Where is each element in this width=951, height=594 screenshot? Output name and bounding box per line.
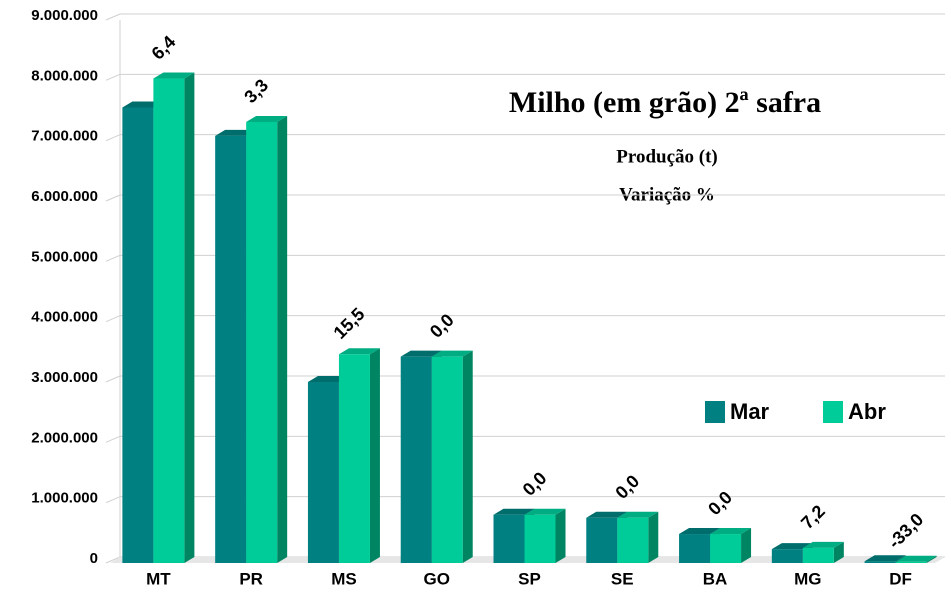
bar-top — [493, 508, 535, 515]
bar-top — [246, 115, 288, 122]
x-tick-label: SP — [518, 569, 541, 588]
bar-top — [400, 350, 442, 357]
variation-label: 0,0 — [611, 471, 643, 503]
bar-top — [122, 101, 164, 108]
bar — [215, 135, 247, 563]
bar — [122, 107, 154, 563]
legend-label: Mar — [730, 399, 770, 424]
legend-swatch — [705, 401, 725, 423]
variation-label: 3,3 — [240, 75, 272, 107]
bar-side — [648, 511, 659, 563]
x-tick-label: MS — [331, 569, 357, 588]
bar — [338, 354, 370, 563]
y-tick-label: 5.000.000 — [31, 248, 98, 265]
variation-label: 0,0 — [519, 468, 551, 500]
variation-label: 6,4 — [148, 32, 180, 64]
bar-top — [431, 350, 473, 357]
bar-top — [338, 348, 380, 355]
variation-label: 0,0 — [704, 487, 736, 519]
bar-side — [184, 72, 195, 564]
bar-3d — [710, 528, 752, 563]
bar-top — [771, 543, 813, 550]
bar — [586, 517, 618, 563]
y-tick-label: 1.000.000 — [31, 490, 98, 507]
variation-label: -33,0 — [884, 509, 927, 552]
x-tick-label: GO — [423, 569, 449, 588]
bar-top — [307, 376, 349, 382]
y-tick-label: 0 — [90, 550, 98, 567]
tick-mark — [105, 556, 121, 564]
bar — [153, 78, 185, 564]
bar — [864, 561, 896, 563]
bar-top — [617, 511, 659, 518]
bar-3d — [617, 511, 659, 563]
bar — [710, 534, 742, 563]
tick-mark — [105, 254, 121, 262]
x-tick-label: MG — [794, 569, 821, 588]
bar-3d — [431, 350, 473, 563]
tick-mark — [105, 134, 121, 142]
x-tick-label: SE — [611, 569, 634, 588]
bar-top — [710, 528, 752, 535]
y-tick-label: 9.000.000 — [31, 7, 98, 24]
bar-3d — [338, 348, 380, 563]
bar — [431, 356, 463, 563]
bar-side — [555, 508, 566, 563]
chart-title: Milho (em grão) 2ª safra — [509, 86, 821, 119]
variation-label: 0,0 — [426, 310, 458, 342]
tick-mark — [105, 375, 121, 383]
tick-mark — [105, 13, 121, 21]
bar-side — [926, 555, 937, 563]
bar-top — [679, 528, 721, 535]
bar — [679, 534, 711, 563]
y-tick-label: 2.000.000 — [31, 429, 98, 446]
bar-top — [802, 541, 844, 548]
tick-mark — [105, 435, 121, 443]
bar — [246, 121, 278, 564]
bar — [802, 547, 834, 563]
y-tick-label: 7.000.000 — [31, 128, 98, 145]
variation-label: 15,5 — [330, 304, 369, 343]
variation-label: 7,2 — [797, 501, 829, 533]
bar — [524, 514, 556, 563]
bar — [400, 356, 432, 563]
bar-side — [833, 541, 844, 563]
subtitle: Produção (t) — [616, 146, 718, 167]
bar — [617, 517, 649, 563]
bar — [307, 382, 339, 563]
tick-mark — [105, 315, 121, 323]
x-tick-label: DF — [889, 569, 912, 588]
tick-mark — [105, 194, 121, 202]
bar-side — [741, 528, 752, 563]
tick-mark — [105, 73, 121, 81]
bar-3d — [895, 555, 937, 563]
legend-label: Abr — [848, 399, 886, 424]
y-tick-label: 6.000.000 — [31, 188, 98, 205]
bar-3d — [153, 72, 195, 564]
x-tick-label: PR — [239, 569, 263, 588]
bar — [895, 561, 927, 563]
tick-mark — [105, 496, 121, 504]
bar-top — [153, 72, 195, 79]
legend-swatch — [823, 401, 843, 423]
bar — [771, 549, 803, 563]
x-tick-label: BA — [703, 569, 728, 588]
bar-side — [369, 348, 380, 563]
y-tick-label: 4.000.000 — [31, 309, 98, 326]
bar-3d — [246, 115, 288, 564]
bar-3d — [802, 541, 844, 563]
bar-side — [277, 115, 288, 564]
bar-3d — [524, 508, 566, 563]
y-tick-label: 8.000.000 — [31, 67, 98, 84]
bar-top — [524, 508, 566, 515]
bar — [493, 514, 525, 563]
y-tick-label: 3.000.000 — [31, 369, 98, 386]
bar-top — [895, 555, 937, 562]
x-tick-label: MT — [146, 569, 171, 588]
bar-top — [864, 555, 906, 562]
bar-top — [215, 129, 257, 136]
bar-top — [586, 511, 628, 518]
bar-side — [462, 350, 473, 563]
